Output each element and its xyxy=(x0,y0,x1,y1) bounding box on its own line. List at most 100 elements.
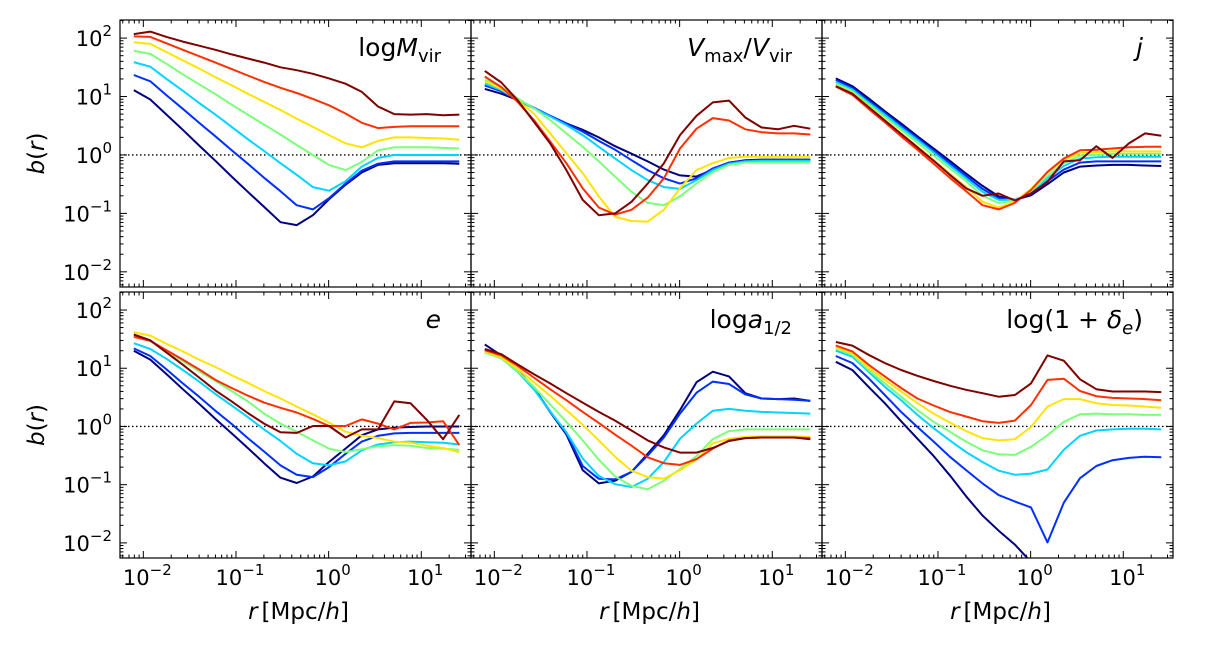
series-line-1 xyxy=(484,343,811,485)
panel-title-part: log xyxy=(710,305,748,334)
x-label-part: r xyxy=(248,599,259,625)
x-label-part: r xyxy=(599,599,610,625)
series-line-4 xyxy=(484,351,811,491)
x-tick-label: 100 xyxy=(1016,561,1052,590)
y-tick-base: 10 xyxy=(63,261,90,285)
y-axis-label: b(r) xyxy=(24,404,50,446)
y-tick-base: 10 xyxy=(76,299,103,323)
series-line-7 xyxy=(835,85,1162,202)
x-tick-base: 10 xyxy=(1109,566,1136,590)
panel-frame xyxy=(821,291,1174,559)
x-tick-label: 10−2 xyxy=(825,561,874,590)
y-tick-exponent: 1 xyxy=(102,81,112,99)
series-line-7 xyxy=(484,348,811,454)
series-line-4 xyxy=(133,49,460,172)
series-line-2 xyxy=(484,84,811,185)
panel-title-part: e xyxy=(1122,318,1133,339)
x-tick-base: 10 xyxy=(918,566,945,590)
series-line-3 xyxy=(835,80,1162,201)
series-line-2 xyxy=(484,349,811,481)
x-tick-label: 100 xyxy=(665,561,701,590)
series-line-4 xyxy=(133,335,460,454)
ticks xyxy=(120,292,471,558)
panel-title: logMvir xyxy=(358,33,441,67)
x-label-part: [Mpc/ xyxy=(262,599,326,625)
x-label-part: ] xyxy=(1042,599,1051,625)
series-line-4 xyxy=(835,82,1162,204)
series-line-7 xyxy=(835,341,1162,398)
series-group xyxy=(133,30,460,227)
series-line-6 xyxy=(484,349,811,466)
panel-title-part: e xyxy=(426,305,441,334)
series-group xyxy=(484,70,811,223)
series-group xyxy=(484,343,811,491)
panel-title-part: log xyxy=(358,33,396,62)
series-line-5 xyxy=(133,41,460,149)
y-label-part: b xyxy=(24,160,50,175)
series-line-1 xyxy=(835,360,1029,558)
x-tick-label: 101 xyxy=(1109,561,1145,590)
series-line-5 xyxy=(484,80,811,223)
panel-title: e xyxy=(426,305,441,334)
panel-title: log(1 + δe) xyxy=(1006,305,1143,339)
y-tick-exponent: −2 xyxy=(90,527,112,545)
panel-title: Vmax/Vvir xyxy=(687,33,793,67)
panel-title-part: ) xyxy=(1133,305,1143,334)
x-label-part: ] xyxy=(691,599,700,625)
x-tick-label: 101 xyxy=(407,561,443,590)
series-group xyxy=(835,77,1162,211)
y-label-part: r xyxy=(24,411,50,422)
panel-title-part: vir xyxy=(418,46,442,67)
x-label-part: ] xyxy=(340,599,349,625)
x-tick-exponent: −1 xyxy=(242,561,264,579)
panel-title-part: V xyxy=(687,33,706,62)
x-label-part: h xyxy=(676,599,691,625)
y-tick-base: 10 xyxy=(63,532,90,556)
x-tick-exponent: 0 xyxy=(1043,561,1053,579)
panel-title-part: / xyxy=(743,33,752,62)
x-tick-exponent: 1 xyxy=(785,561,795,579)
x-tick-label: 10−2 xyxy=(123,561,172,590)
y-tick-label: 100 xyxy=(76,139,112,168)
y-label-part: ( xyxy=(24,422,50,431)
x-label-part: h xyxy=(1027,599,1042,625)
x-tick-base: 10 xyxy=(123,566,150,590)
y-label-part: ( xyxy=(24,151,50,160)
panel-title: loga1/2 xyxy=(710,305,792,339)
x-label-part: h xyxy=(325,599,340,625)
series-line-4 xyxy=(484,78,811,207)
y-tick-label: 101 xyxy=(76,352,112,381)
x-tick-base: 10 xyxy=(314,566,341,590)
panel-title-part: M xyxy=(396,33,418,62)
panel-2: Vmax/Vvir xyxy=(470,19,823,288)
series-line-2 xyxy=(835,355,1162,544)
x-tick-label: 10−1 xyxy=(918,561,967,590)
x-tick-base: 10 xyxy=(407,566,434,590)
panel-title-part: vir xyxy=(769,46,793,67)
y-label-part: b xyxy=(24,431,50,446)
y-tick-exponent: −2 xyxy=(90,256,112,274)
x-tick-label: 10−1 xyxy=(216,561,265,590)
series-line-3 xyxy=(133,61,460,192)
y-tick-exponent: 2 xyxy=(102,22,112,40)
x-label-part: [Mpc/ xyxy=(964,599,1028,625)
panel-title-part: V xyxy=(752,33,771,62)
panel-title-part: log(1 + xyxy=(1006,305,1107,334)
x-tick-exponent: −1 xyxy=(593,561,615,579)
panel-3: j xyxy=(821,19,1174,288)
panel-title-part: max xyxy=(704,46,744,67)
x-tick-label: 10−2 xyxy=(474,561,523,590)
series-line-1 xyxy=(133,349,460,484)
series-line-5 xyxy=(133,331,460,454)
series-line-3 xyxy=(484,82,811,190)
panel-frame xyxy=(821,19,1174,288)
panel-title-part: a xyxy=(748,305,763,334)
x-tick-base: 10 xyxy=(567,566,594,590)
x-tick-exponent: −1 xyxy=(944,561,966,579)
x-tick-label: 101 xyxy=(758,561,794,590)
y-tick-base: 10 xyxy=(76,415,103,439)
y-tick-base: 10 xyxy=(76,27,103,51)
